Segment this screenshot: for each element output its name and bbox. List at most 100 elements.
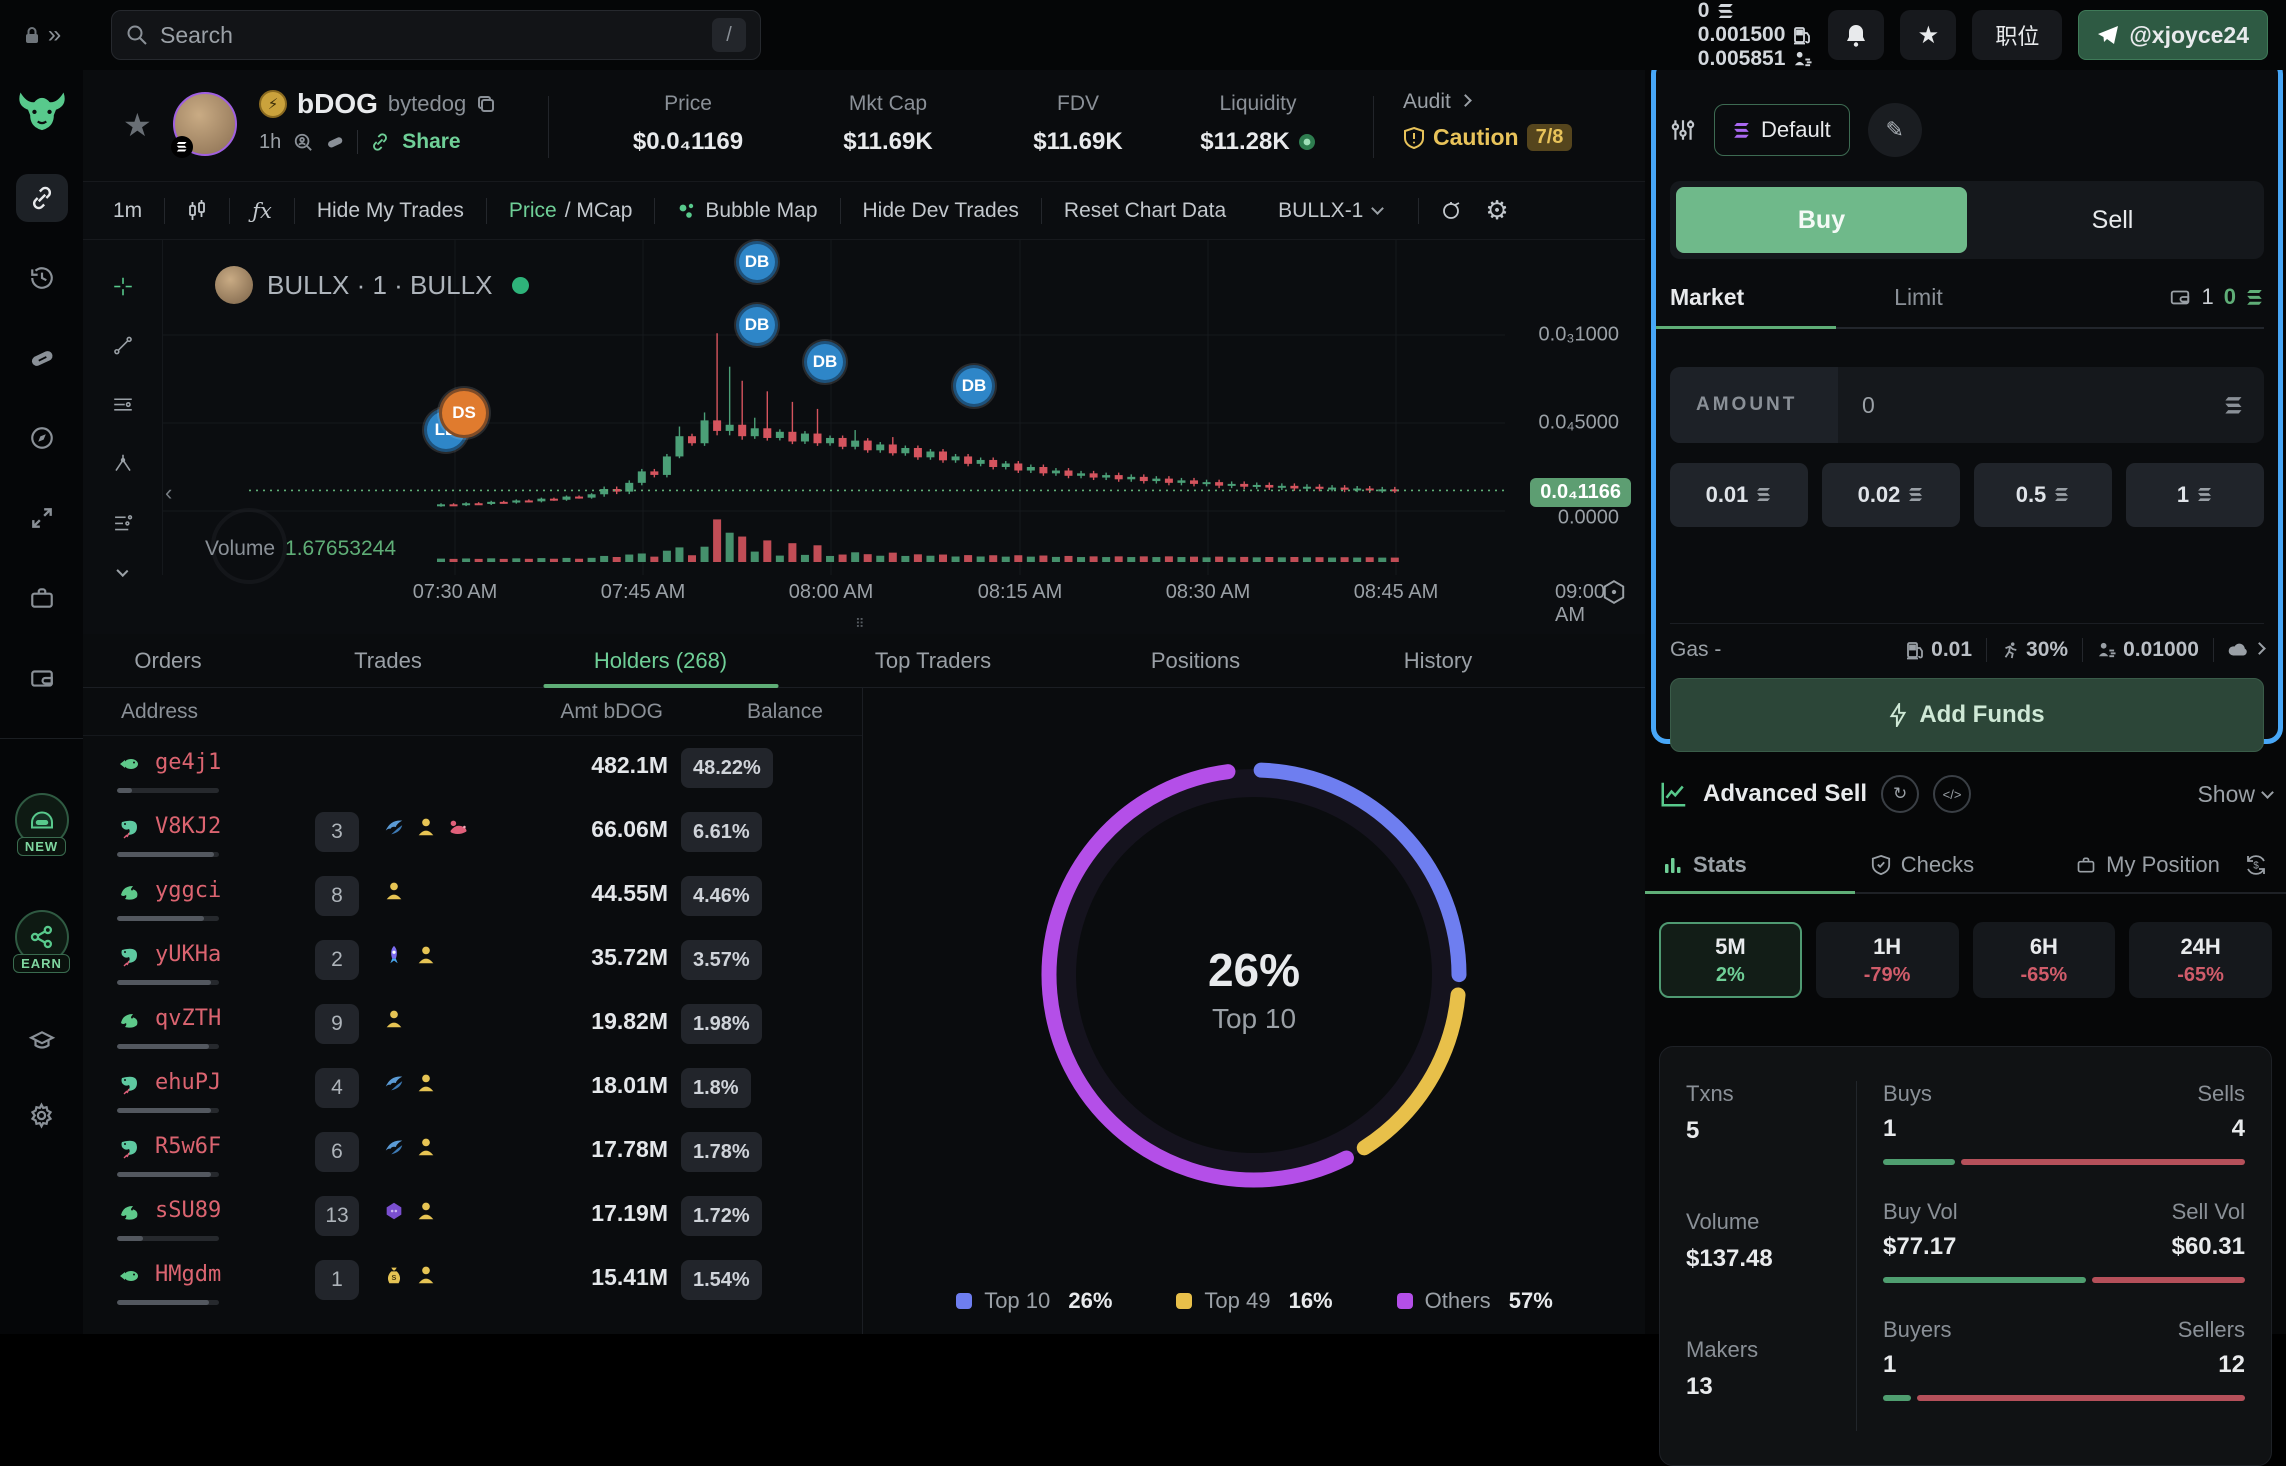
- sidebar-item-sniper[interactable]: [16, 334, 68, 382]
- bullx-logo[interactable]: [16, 86, 68, 142]
- holder-row[interactable]: HMgdm 1 S 15.41M 1.54%: [83, 1248, 862, 1312]
- price-axis[interactable]: 0.0₃1000 0.0₄5000 0.0000 0.0₄1166: [1505, 240, 1645, 575]
- tab-my-position[interactable]: My Position: [2076, 852, 2220, 878]
- horizontal-lines-tool-icon[interactable]: [110, 394, 136, 415]
- panel-resize-handle[interactable]: ⠿: [855, 616, 867, 631]
- holder-row[interactable]: V8KJ2 3 66.06M 6.61%: [83, 800, 862, 864]
- holder-address[interactable]: qvZTH: [155, 1006, 222, 1031]
- market-tab[interactable]: Market: [1670, 283, 1745, 310]
- time-axis[interactable]: 07:30 AM 07:45 AM 08:00 AM 08:15 AM 08:30 AM…: [163, 575, 1645, 626]
- holder-row[interactable]: yUKHa 2 35.72M 3.57%: [83, 928, 862, 992]
- tab-history[interactable]: History: [1403, 647, 1473, 673]
- hide-my-trades-button[interactable]: Hide My Trades: [316, 198, 464, 222]
- holder-address[interactable]: yggci: [155, 878, 222, 903]
- dev-sell-code-icon[interactable]: </>: [1933, 775, 1972, 813]
- snapshot-icon[interactable]: [1441, 200, 1463, 222]
- edit-preset-button[interactable]: ✎: [1867, 103, 1922, 157]
- balance-item[interactable]: 0.001500: [1698, 23, 1813, 47]
- mev-setting[interactable]: [2228, 641, 2266, 658]
- timeframe-24h[interactable]: 24H -65%: [2129, 922, 2272, 998]
- search-input[interactable]: Search /: [111, 10, 761, 60]
- timeframe-6h[interactable]: 6H -65%: [1972, 922, 2116, 998]
- quick-amount-button[interactable]: 0.02: [1822, 463, 1960, 527]
- interval-selector[interactable]: 1m: [113, 198, 143, 222]
- sidebar-item-earn[interactable]: EARN: [13, 910, 70, 973]
- notifications-button[interactable]: [1828, 10, 1885, 60]
- holder-address[interactable]: ehuPJ: [155, 1070, 222, 1095]
- price-mcap-toggle[interactable]: Price / MCap: [508, 198, 633, 222]
- stat-audit[interactable]: Audit Caution 7/8: [1403, 90, 1573, 151]
- timeframe-5m[interactable]: 5M 2%: [1659, 922, 1802, 998]
- preset-selector[interactable]: Default: [1714, 104, 1850, 156]
- share-button[interactable]: Share: [402, 130, 461, 153]
- trendline-tool-icon[interactable]: [110, 335, 136, 356]
- holder-row[interactable]: yggci 8 44.55M 4.46%: [83, 864, 862, 928]
- holder-row[interactable]: ehuPJ 4 18.01M 1.8%: [83, 1056, 862, 1120]
- forecast-tool-icon[interactable]: [110, 512, 136, 533]
- tab-positions[interactable]: Positions: [1150, 647, 1241, 673]
- sidebar-item-discover[interactable]: [16, 414, 68, 462]
- auto-sell-refresh-icon[interactable]: ↻: [1881, 775, 1920, 813]
- holder-address[interactable]: yUKHa: [155, 942, 222, 967]
- holder-row[interactable]: sSU89 13 17.19M 1.72%: [83, 1184, 862, 1248]
- trade-marker-DB[interactable]: DB: [953, 365, 995, 407]
- sidebar-item-multichart[interactable]: [16, 494, 68, 542]
- tab-orders[interactable]: Orders: [134, 647, 202, 673]
- hide-dev-trades-button[interactable]: Hide Dev Trades: [862, 198, 1019, 222]
- pitchfork-tool-icon[interactable]: [110, 453, 136, 474]
- watchlist-button[interactable]: ★: [1900, 10, 1957, 60]
- quick-amount-button[interactable]: 0.5: [1974, 463, 2112, 527]
- holder-address[interactable]: ge4j1: [155, 750, 222, 775]
- holder-row[interactable]: R5w6F 6 17.78M 1.78%: [83, 1120, 862, 1184]
- add-funds-button[interactable]: Add Funds: [1670, 678, 2264, 752]
- sidebar-item-wallets[interactable]: [16, 654, 68, 702]
- buy-tab[interactable]: Buy: [1676, 187, 1967, 253]
- indicators-button[interactable]: ƒx: [252, 198, 272, 223]
- collapse-toolbar-icon[interactable]: ‹: [165, 480, 173, 505]
- bubble-map-button[interactable]: Bubble Map: [677, 199, 818, 223]
- slippage-setting[interactable]: 30%: [2001, 638, 2068, 662]
- sidebar-item-academy[interactable]: [16, 1017, 68, 1065]
- account-button[interactable]: @xjoyce24: [2078, 10, 2268, 60]
- workspace-button[interactable]: 职位: [1972, 10, 2063, 60]
- reset-chart-button[interactable]: Reset Chart Data: [1063, 198, 1227, 222]
- trade-marker-DB[interactable]: DB: [736, 241, 778, 283]
- quick-amount-button[interactable]: 0.01: [1670, 463, 1808, 527]
- holder-address[interactable]: V8KJ2: [155, 814, 222, 839]
- wallet-summary[interactable]: 1 0: [2168, 284, 2265, 310]
- sidebar-item-pairs[interactable]: [15, 174, 68, 222]
- sidebar-item-history[interactable]: [16, 254, 68, 302]
- wallet-balances[interactable]: 0 0.001500 0.005851: [1698, 0, 1813, 71]
- timeframe-1h[interactable]: 1H -79%: [1815, 922, 1959, 998]
- gas-price[interactable]: 0.01: [1906, 638, 1972, 662]
- sell-tab[interactable]: Sell: [2091, 205, 2134, 234]
- chart-source-select[interactable]: BULLX-1: [1278, 199, 1385, 223]
- holder-address[interactable]: sSU89: [155, 1198, 222, 1223]
- dev-search-icon[interactable]: [293, 132, 313, 152]
- copy-icon[interactable]: [476, 94, 496, 114]
- crosshair-tool-icon[interactable]: [110, 276, 136, 297]
- sidebar-item-portfolio[interactable]: [16, 574, 68, 622]
- chart-settings-icon[interactable]: ⚙: [1485, 195, 1509, 225]
- show-toggle[interactable]: Show: [2197, 781, 2274, 808]
- chart-style-icon[interactable]: [187, 199, 207, 223]
- balance-item[interactable]: 0.005851: [1698, 47, 1813, 71]
- lock-icon[interactable]: [24, 26, 40, 44]
- sidebar-item-new[interactable]: NEW: [14, 793, 69, 856]
- holder-row[interactable]: ge4j1 482.1M 48.22%: [83, 736, 862, 800]
- holder-address[interactable]: R5w6F: [155, 1134, 222, 1159]
- favorite-star-icon[interactable]: ★: [123, 107, 152, 143]
- tab-checks[interactable]: Checks: [1871, 852, 1974, 878]
- trade-marker-DB[interactable]: DB: [736, 304, 778, 346]
- tab-top-traders[interactable]: Top Traders: [874, 647, 992, 673]
- tab-stats[interactable]: Stats: [1663, 852, 1747, 878]
- pill-small-icon[interactable]: [325, 132, 345, 152]
- amount-input[interactable]: AMOUNT 0: [1670, 367, 2264, 443]
- trade-marker-DB[interactable]: DB: [804, 341, 846, 383]
- balance-item[interactable]: 0: [1698, 0, 1813, 23]
- holder-address[interactable]: HMgdm: [155, 1262, 222, 1287]
- expand-sidebar-icon[interactable]: »: [47, 21, 61, 48]
- session-hexagon-icon[interactable]: [1601, 579, 1627, 605]
- more-tools-chevron-icon[interactable]: [116, 565, 129, 578]
- quick-amount-button[interactable]: 1: [2126, 463, 2264, 527]
